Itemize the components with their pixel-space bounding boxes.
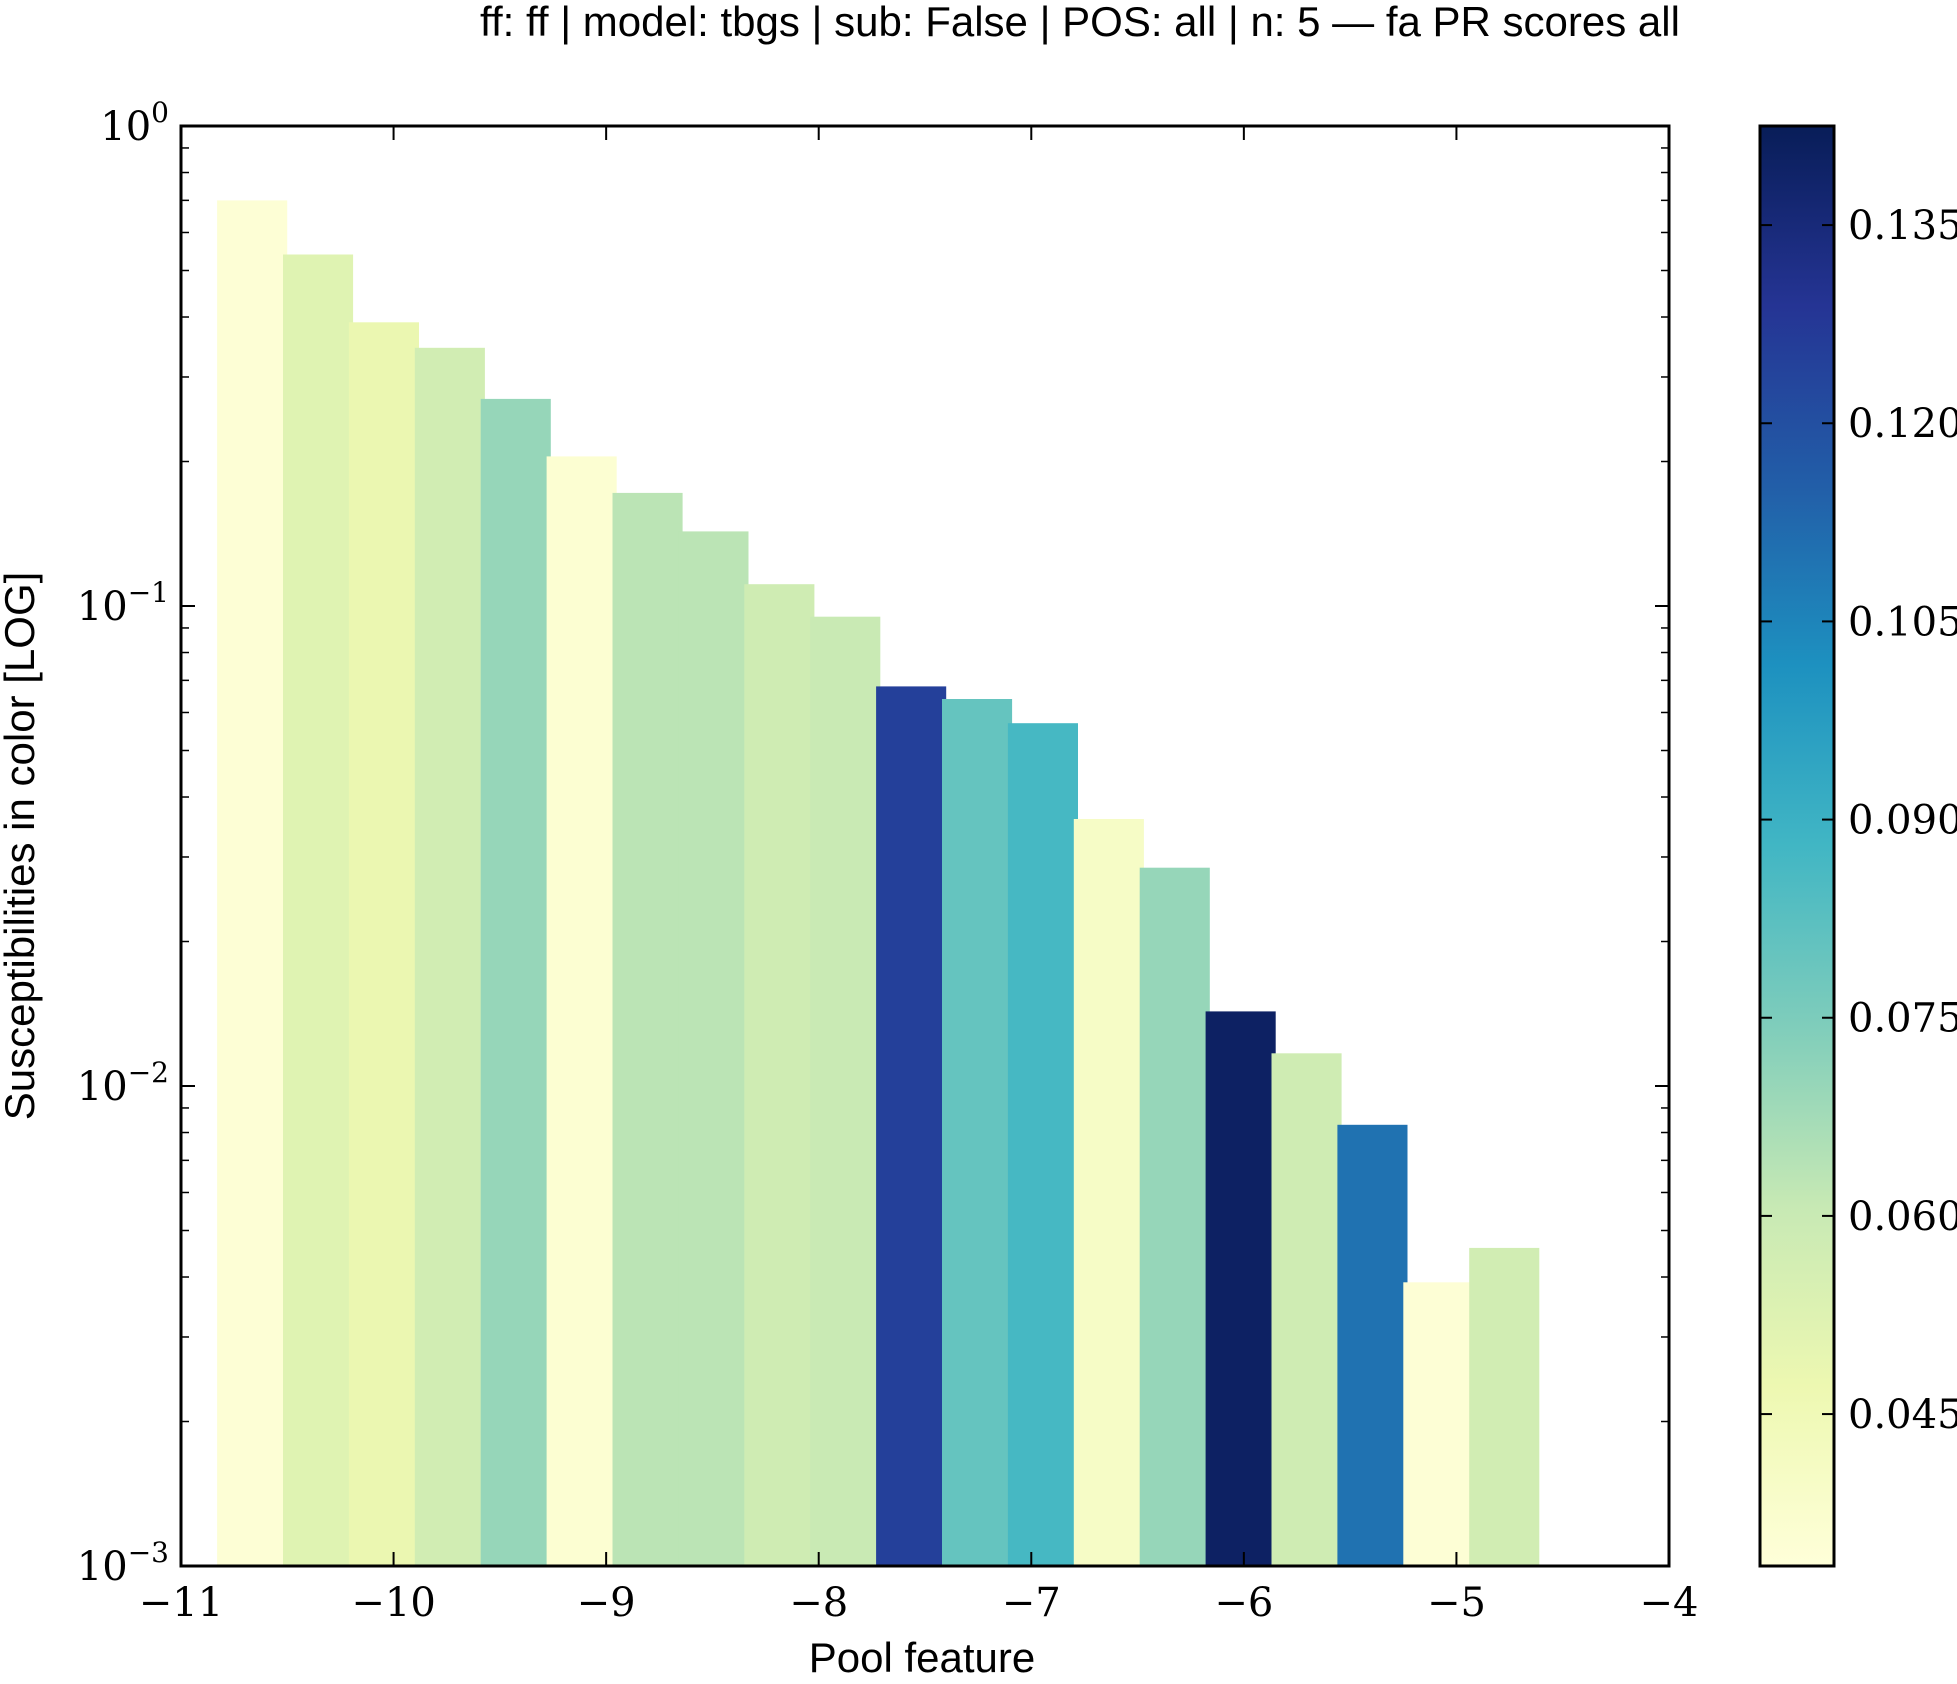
x-tick-label-5: −7 — [1002, 1580, 1061, 1626]
colorbar-tick-label-2: 0.060 — [1848, 1194, 1957, 1240]
colorbar — [1758, 124, 1836, 1568]
x-tick-label-3: −9 — [577, 1580, 636, 1626]
bar-9 — [744, 584, 815, 1566]
y-tick-labels: 100 10−1 10−2 10−3 — [77, 96, 169, 1590]
bar-6 — [546, 456, 617, 1566]
plot-frame — [179, 124, 1671, 1568]
bar-17 — [1271, 1053, 1342, 1566]
colorbar-tick-label-1: 0.045 — [1848, 1392, 1957, 1438]
bar-5 — [480, 398, 551, 1566]
y-tick-label-3: 10−2 — [77, 1056, 169, 1110]
bar-13 — [1007, 723, 1078, 1566]
colorbar-tick-label-7: 0.135 — [1848, 203, 1957, 249]
y-tick-label-4: 10−3 — [77, 1536, 169, 1590]
bar-14 — [1073, 819, 1144, 1566]
bars-layer — [217, 200, 1540, 1566]
bar-19 — [1403, 1282, 1474, 1566]
x-tick-labels: −11 −10 −9 −8 −7 −6 −5 −4 — [139, 1580, 1699, 1626]
x-tick-label-1: −11 — [139, 1580, 223, 1626]
bar-11 — [876, 686, 947, 1566]
x-tick-label-7: −5 — [1427, 1580, 1486, 1626]
y-axis-label: Susceptibilities in color [LOG] — [0, 572, 43, 1121]
chart-title: ff: ff | model: tbgs | sub: False | POS:… — [480, 0, 1680, 45]
bar-12 — [942, 699, 1013, 1566]
x-tick-label-2: −10 — [351, 1580, 435, 1626]
bar-7 — [612, 492, 683, 1566]
colorbar-tick-label-3: 0.075 — [1848, 996, 1957, 1042]
colorbar-ticks: 0.045 0.060 0.075 0.090 0.105 0.120 0.135 — [1760, 203, 1957, 1438]
y-tick-label-1: 100 — [100, 96, 169, 150]
x-tick-label-6: −6 — [1214, 1580, 1273, 1626]
x-axis-label: Pool feature — [809, 1634, 1036, 1679]
bar-18 — [1337, 1124, 1408, 1566]
bar-20 — [1469, 1247, 1540, 1566]
x-tick-label-4: −8 — [789, 1580, 848, 1626]
bar-8 — [678, 531, 749, 1566]
x-tick-label-8: −4 — [1640, 1580, 1699, 1626]
colorbar-tick-label-6: 0.120 — [1848, 401, 1957, 447]
bar-3 — [348, 322, 419, 1566]
bar-1 — [217, 200, 288, 1566]
y-tick-label-2: 10−1 — [77, 576, 169, 630]
colorbar-tick-label-4: 0.090 — [1848, 798, 1957, 844]
bar-4 — [414, 347, 485, 1566]
colorbar-tick-label-5: 0.105 — [1848, 599, 1957, 645]
bar-10 — [810, 616, 881, 1566]
bar-15 — [1139, 867, 1210, 1566]
bar-2 — [283, 254, 354, 1566]
bar-16 — [1205, 1011, 1276, 1566]
